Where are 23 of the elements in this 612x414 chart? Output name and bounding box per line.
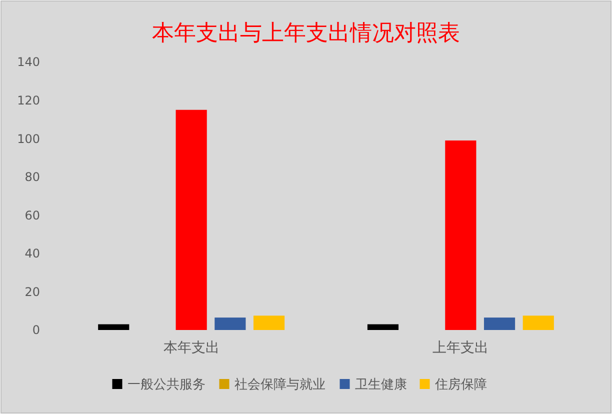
bar xyxy=(445,140,476,330)
y-tick-label: 100 xyxy=(17,132,40,146)
y-tick-label: 20 xyxy=(24,284,40,299)
y-tick-label: 140 xyxy=(17,55,40,70)
legend-label: 一般公共服务 xyxy=(127,378,206,393)
bar xyxy=(484,318,516,330)
y-tick-label: 40 xyxy=(24,246,40,261)
y-tick-label: 80 xyxy=(24,170,40,184)
bar xyxy=(98,324,130,330)
bar xyxy=(522,316,554,330)
legend-label: 社会保障与就业 xyxy=(234,378,326,393)
bar xyxy=(176,110,207,330)
legend-label: 住房保障 xyxy=(434,376,487,393)
y-tick-label: 0 xyxy=(32,323,40,338)
bar xyxy=(214,318,246,330)
bar xyxy=(253,316,285,330)
x-tick-label: 本年支出 xyxy=(163,340,220,356)
y-tick-label: 120 xyxy=(17,93,40,108)
x-tick-label: 上年支出 xyxy=(432,340,489,356)
legend-label: 卫生健康 xyxy=(354,378,407,393)
y-tick-label: 60 xyxy=(24,208,40,222)
bar xyxy=(367,324,399,330)
chart-title: 本年支出与上年支出情况对照表 xyxy=(152,21,460,46)
